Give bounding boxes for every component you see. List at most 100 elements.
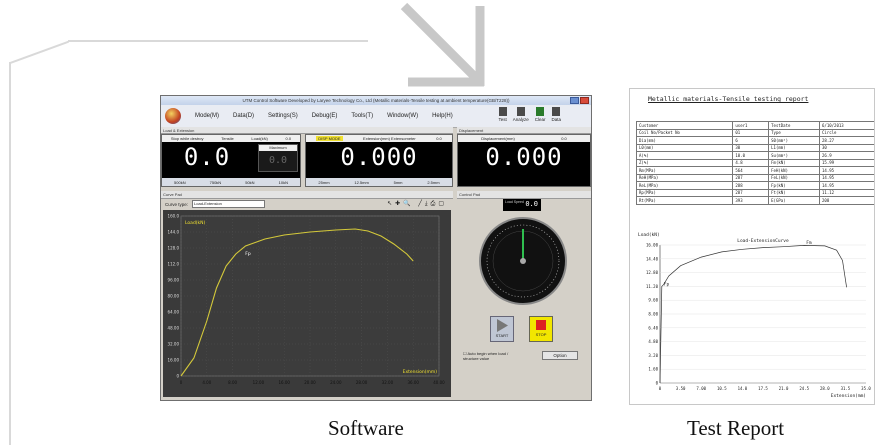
menu-mode[interactable]: Mode(M) xyxy=(195,113,220,119)
fm-marker-label: Fm xyxy=(806,240,812,246)
range-750kn[interactable]: 750kN xyxy=(209,179,222,185)
curve-panel: Curve Pad Curve type: Load-Extension ↖✚🔍… xyxy=(161,191,453,400)
menu-tools[interactable]: Tools(T) xyxy=(351,113,374,119)
x-tick-label: 7.00 xyxy=(696,386,706,391)
menu-data[interactable]: Data(D) xyxy=(233,113,255,119)
displacement-value: 0.000 xyxy=(485,143,563,171)
software-window: UTM Control Software Developed by Laryee… xyxy=(160,95,592,401)
extension-unit-label: Extension(mm) Extensometer xyxy=(363,136,416,141)
table-cell: TestDate xyxy=(768,121,821,130)
y-tick-label: 96.00 xyxy=(168,278,180,283)
x-tick-label: 12.00 xyxy=(253,380,265,385)
table-cell: Customer xyxy=(635,121,734,130)
gauge-dial-icon xyxy=(486,224,560,298)
load-readout: Stop while destroy Tensile Load(kN) 0.0 … xyxy=(161,134,301,187)
table-cell: 28.27 xyxy=(819,136,874,145)
test-label: Test xyxy=(498,117,507,122)
data-icon xyxy=(552,107,561,116)
table-cell: Dia(mm) xyxy=(635,136,734,145)
table-cell: 30 xyxy=(819,143,874,152)
table-cell: 393 xyxy=(732,196,770,205)
report-caption: Test Report xyxy=(687,416,785,440)
option-button[interactable]: Option xyxy=(542,351,578,360)
x-tick-label: 10.5 xyxy=(717,386,727,391)
range-10kn[interactable]: 10kN xyxy=(278,179,288,185)
frame-line-horizontal xyxy=(68,40,368,42)
app-logo xyxy=(165,108,181,124)
menu-help[interactable]: Help(H) xyxy=(432,113,453,119)
y-tick-label: 3.20 xyxy=(648,353,658,358)
table-cell: Ft(kN) xyxy=(768,188,821,197)
x-tick-label: 35.0 xyxy=(861,386,871,391)
data-button[interactable]: Data xyxy=(551,107,561,122)
x-tick-label: 0 xyxy=(180,380,183,385)
table-cell: 14.95 xyxy=(819,181,874,190)
start-label: START xyxy=(495,333,509,338)
range-2-5mm[interactable]: 2.5mm xyxy=(427,179,440,185)
maximize-button[interactable] xyxy=(570,97,579,104)
series-line xyxy=(180,228,414,377)
curve-panel-header: Curve Pad xyxy=(161,191,453,199)
speed-gauge xyxy=(479,217,567,305)
x-axis-label: Extension(mm) xyxy=(831,393,866,399)
y-tick-label: 4.80 xyxy=(648,339,658,344)
graph-tools-icon[interactable]: ↖✚🔍 ╱⤓⎙▢ xyxy=(387,201,447,207)
table-cell: 4.8 xyxy=(732,158,770,167)
table-row: Rm(MPa) 564 FeH(kN) 14.95 xyxy=(635,166,874,175)
load-zero[interactable]: 0.0 xyxy=(285,136,292,141)
x-tick-label: 8.00 xyxy=(228,380,237,385)
table-cell: 10.0 xyxy=(732,151,770,160)
play-icon xyxy=(497,319,508,332)
table-cell: Z(%) xyxy=(635,158,734,167)
displacement-unit-label: Displacement(mm) xyxy=(481,136,515,141)
test-button[interactable]: Test xyxy=(498,107,507,122)
range-12-5mm[interactable]: 12.5mm xyxy=(354,179,369,185)
menu-settings[interactable]: Settings(S) xyxy=(268,113,298,119)
chart-title: Load-ExtensionCurve xyxy=(737,238,789,244)
table-cell: A(%) xyxy=(635,151,734,160)
clear-icon xyxy=(536,107,545,116)
table-row: A(%) 10.0 Su(mm²) 26.9 xyxy=(635,151,874,160)
x-tick-label: 28.00 xyxy=(356,380,368,385)
analyze-button[interactable]: Analyze xyxy=(513,107,529,122)
y-tick-label: 12.80 xyxy=(646,270,659,275)
clear-label: Clear xyxy=(534,117,546,122)
report-title: Metallic materials-Tensile testing repor… xyxy=(648,95,809,103)
range-5mm[interactable]: 5mm xyxy=(393,179,403,185)
displacement-zero[interactable]: 0.0 xyxy=(561,136,567,141)
range-25mm[interactable]: 25mm xyxy=(318,179,330,185)
y-tick-label: 0 xyxy=(176,374,179,379)
auto-begin-option[interactable]: ☐ Auto begin when load / structure value xyxy=(463,351,509,361)
menu-debug[interactable]: Debug(E) xyxy=(311,113,338,119)
extension-zero[interactable]: 0.0 xyxy=(436,136,442,141)
range-500kn[interactable]: 500kN xyxy=(174,179,186,185)
stop-button[interactable]: STOP xyxy=(529,316,553,342)
start-button[interactable]: START xyxy=(490,316,514,342)
table-row: Customer user1 TestDate 6/10/2013 xyxy=(635,121,874,130)
table-cell: FeL(kN) xyxy=(768,173,821,182)
table-cell: 287 xyxy=(732,188,770,197)
table-cell: 6 xyxy=(732,136,770,145)
clear-button[interactable]: Clear xyxy=(534,107,546,122)
x-tick-label: 28.0 xyxy=(820,386,830,391)
peak-box: Maximum 0.0 xyxy=(258,144,298,172)
menu-bar: Mode(M) Data(D) Settings(S) Debug(E) Too… xyxy=(161,105,591,128)
extension-readout: DISP MODE Extension(mm) Extensometer 0.0… xyxy=(305,134,453,187)
control-panel: Control Pad Load Speed 0.0 START STOP ☐ … xyxy=(457,191,591,400)
table-cell: Fp(kN) xyxy=(768,181,821,190)
down-arrow-icon xyxy=(400,2,485,87)
analyze-icon xyxy=(516,107,525,116)
table-cell: 287 xyxy=(732,173,770,182)
range-50kn[interactable]: 50kN xyxy=(245,179,255,185)
y-tick-label: 6.40 xyxy=(648,325,658,330)
table-cell: FeH(kN) xyxy=(768,166,821,175)
speed-display-bg xyxy=(503,199,541,211)
stop-destroy-option[interactable]: Stop while destroy xyxy=(170,136,204,141)
curve-type-label: Curve type: xyxy=(165,201,189,207)
close-button[interactable] xyxy=(580,97,589,104)
curve-type-select[interactable]: Load-Extension xyxy=(192,200,266,208)
menu-window[interactable]: Window(W) xyxy=(387,113,419,119)
table-row: Dia(mm) 6 S0(mm²) 28.27 xyxy=(635,136,874,145)
load-unit-label: Load(kN) xyxy=(251,136,268,141)
load-extension-plot: 0 16.00 32.00 48.00 64.00 80.00 96.00 112.0 128.… xyxy=(163,210,451,397)
